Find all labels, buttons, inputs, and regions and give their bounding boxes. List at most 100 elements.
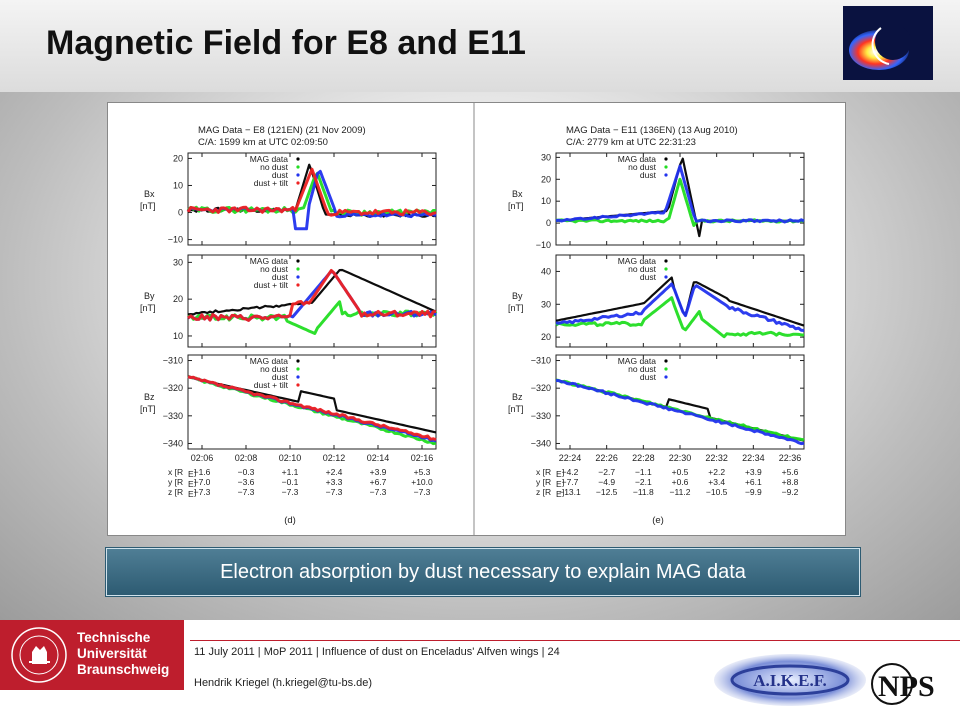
position-value: −2.1: [635, 477, 652, 487]
legend-marker: [664, 259, 668, 263]
y-tick-label: −330: [163, 411, 183, 421]
series-line-tilt: [186, 167, 437, 217]
position-value: −7.3: [282, 487, 299, 497]
y-axis-label: By: [512, 291, 523, 301]
aikef-logo-icon: A.I.K.E.F.: [714, 654, 866, 706]
legend-label: dust: [272, 170, 289, 180]
legend-marker: [296, 283, 300, 287]
y-tick-label: 40: [541, 266, 551, 276]
position-value: −7.0: [194, 477, 211, 487]
y-tick-label: 20: [541, 332, 551, 342]
y-tick-label: 30: [173, 257, 183, 267]
nps-logo-icon: NPS: [871, 663, 935, 705]
legend-label: no dust: [628, 264, 657, 274]
x-tick-label: 02:12: [323, 453, 346, 463]
y-tick-label: 0: [178, 208, 183, 218]
y-axis-label: Bx: [144, 189, 155, 199]
legend-marker: [296, 259, 300, 263]
legend-label: MAG data: [250, 256, 289, 266]
legend-label: dust + tilt: [254, 280, 289, 290]
y-tick-label: 10: [173, 331, 183, 341]
position-row-label: x [R: [168, 467, 183, 477]
position-row-subscript: E: [556, 479, 562, 489]
x-tick-label: 22:28: [632, 453, 655, 463]
series-line-mag: [187, 268, 437, 316]
series-line-dust: [555, 282, 805, 332]
legend-marker: [664, 157, 668, 161]
chart-title: MAG Data − E8 (121EN) (21 Nov 2009): [198, 125, 366, 136]
chart-subtitle: C/A: 1599 km at UTC 02:09:50: [198, 137, 328, 148]
position-value: +1.1: [282, 467, 299, 477]
y-axis-unit: [nT]: [508, 201, 524, 211]
y-tick-label: −320: [531, 383, 551, 393]
y-tick-label: −340: [163, 438, 183, 448]
position-value: −11.8: [633, 487, 654, 497]
y-axis-label: By: [144, 291, 155, 301]
y-tick-label: −310: [163, 356, 183, 366]
position-row-bracket: ]: [194, 487, 196, 497]
university-line1: Technische: [77, 630, 151, 645]
position-value: +10.0: [411, 477, 433, 487]
conclusion-banner: Electron absorption by dust necessary to…: [106, 548, 860, 596]
legend-marker: [664, 165, 668, 169]
position-row-bracket: ]: [562, 477, 564, 487]
cassini-logo-icon: [843, 6, 933, 80]
legend-marker: [296, 173, 300, 177]
y-axis-label: Bz: [144, 392, 155, 402]
legend-marker: [664, 267, 668, 271]
x-tick-label: 22:24: [559, 453, 582, 463]
position-row-label: y [R: [168, 477, 183, 487]
chart-title: MAG Data − E11 (136EN) (13 Aug 2010): [566, 125, 738, 136]
legend-marker: [296, 367, 300, 371]
x-tick-label: 02:10: [279, 453, 302, 463]
y-tick-label: 10: [173, 180, 183, 190]
position-value: +5.6: [782, 467, 799, 477]
legend-label: MAG data: [250, 154, 289, 164]
legend-marker: [296, 165, 300, 169]
position-value: +2.4: [326, 467, 343, 477]
x-tick-label: 22:26: [595, 453, 618, 463]
y-axis-label: Bz: [512, 392, 523, 402]
position-row-label: z [R: [536, 487, 551, 497]
y-tick-label: −310: [531, 356, 551, 366]
position-value: −2.7: [598, 467, 615, 477]
footer-divider: [190, 640, 960, 641]
y-tick-label: −340: [531, 438, 551, 448]
position-value: +5.3: [414, 467, 431, 477]
position-value: −4.9: [598, 477, 615, 487]
panel-label: (e): [652, 515, 664, 526]
footer-info: 11 July 2011 | MoP 2011 | Influence of d…: [194, 646, 560, 658]
legend-label: no dust: [260, 364, 289, 374]
y-axis-unit: [nT]: [140, 303, 156, 313]
position-value: +6.1: [745, 477, 762, 487]
legend-label: MAG data: [250, 356, 289, 366]
nps-logo-text: NPS: [878, 670, 935, 703]
university-seal-icon: [11, 627, 67, 683]
legend-label: dust + tilt: [254, 380, 289, 390]
position-value: −7.3: [326, 487, 343, 497]
legend-marker: [664, 173, 668, 177]
legend-marker: [296, 267, 300, 271]
position-value: −0.1: [282, 477, 299, 487]
legend-label: dust + tilt: [254, 178, 289, 188]
legend-marker: [664, 359, 668, 363]
y-axis-label: Bx: [512, 189, 523, 199]
aikef-logo-text: A.I.K.E.F.: [753, 671, 827, 690]
x-tick-label: 22:32: [705, 453, 728, 463]
position-value: −13.1: [559, 487, 581, 497]
x-tick-label: 22:36: [779, 453, 802, 463]
series-line-nodust: [555, 296, 805, 339]
legend-label: dust: [640, 272, 657, 282]
position-value: −7.3: [370, 487, 387, 497]
position-row-label: y [R: [536, 477, 551, 487]
position-value: +3.9: [370, 467, 387, 477]
legend-marker: [664, 367, 668, 371]
position-value: −7.3: [238, 487, 255, 497]
position-value: +0.6: [672, 477, 689, 487]
legend-marker: [296, 359, 300, 363]
position-value: +3.9: [745, 467, 762, 477]
position-row-subscript: E: [188, 489, 194, 499]
position-row-bracket: ]: [194, 477, 196, 487]
y-tick-label: −10: [536, 240, 551, 250]
y-tick-label: 20: [173, 153, 183, 163]
